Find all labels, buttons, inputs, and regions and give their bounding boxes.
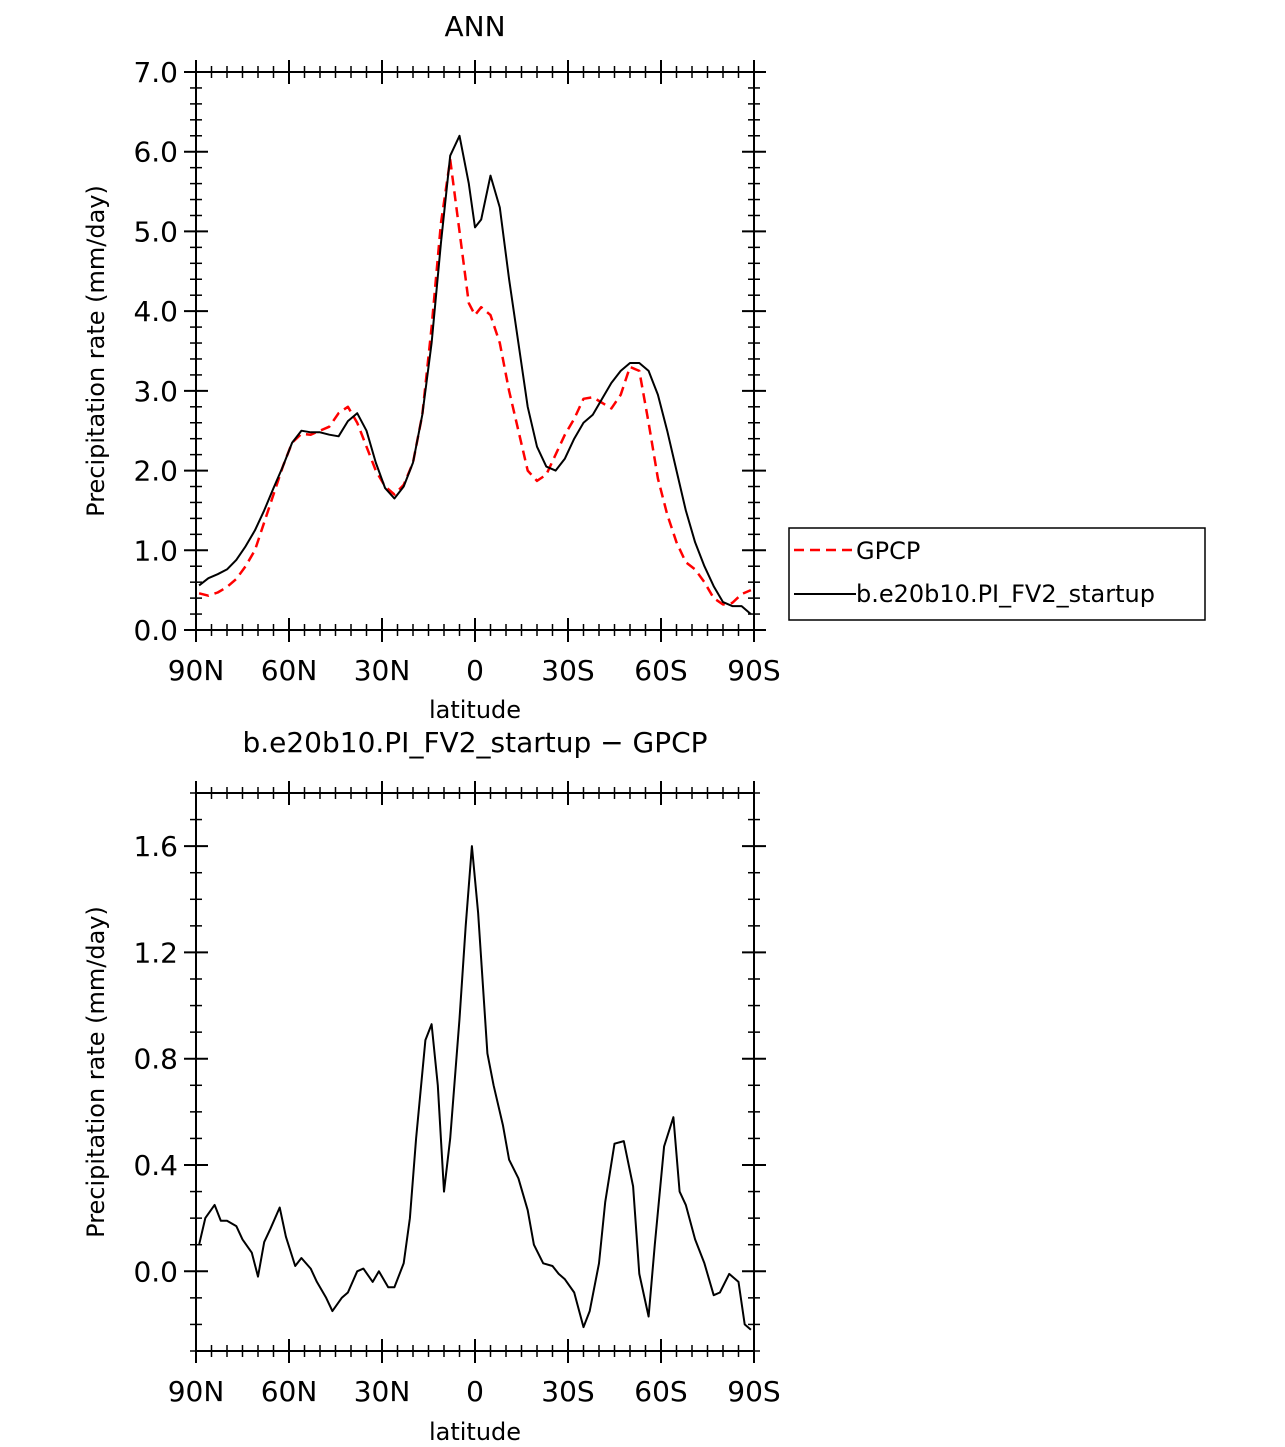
series-line-b-e20b10-pi-fv2-startup [198, 134, 752, 615]
x-tick-label: 60S [634, 654, 687, 687]
y-tick-label: 4.0 [133, 295, 178, 328]
x-tick-labels: 90N 60N 30N 0 30S 60S 90S [168, 654, 781, 687]
x-tick-label: 90S [727, 654, 780, 687]
y-tick-label: 1.6 [133, 830, 178, 863]
chart-title: b.e20b10.PI_FV2_startup − GPCP [242, 726, 707, 759]
x-tick-label: 0 [466, 1375, 484, 1408]
x-tick-label: 60N [261, 654, 318, 687]
y-tick-labels: 0.0 1.0 2.0 3.0 4.0 5.0 6.0 7.0 [133, 56, 178, 647]
axis-ticks [184, 781, 766, 1363]
y-tick-label: 0.0 [133, 1255, 178, 1288]
y-tick-label: 0.8 [133, 1043, 178, 1076]
x-tick-label: 30S [541, 654, 594, 687]
y-tick-label: 0.0 [133, 614, 178, 647]
x-tick-label: 0 [466, 654, 484, 687]
x-tick-label: 30S [541, 1375, 594, 1408]
x-tick-label: 60S [634, 1375, 687, 1408]
legend-label-model: b.e20b10.PI_FV2_startup [856, 580, 1155, 608]
y-tick-label: 7.0 [133, 56, 178, 89]
y-tick-label: 5.0 [133, 215, 178, 248]
y-tick-label: 6.0 [133, 136, 178, 169]
chart-title: ANN [444, 10, 505, 43]
y-tick-label: 0.4 [133, 1149, 178, 1182]
chart-panel-ann: ANN 0.0 1.0 2.0 3.0 4.0 5.0 6.0 7.0 90N 60N 30N 0 3… [82, 10, 1206, 724]
series-line-gpcp [198, 158, 752, 606]
legend-box [788, 527, 1206, 621]
x-tick-label: 90N [168, 1375, 225, 1408]
y-tick-label: 1.0 [133, 534, 178, 567]
x-tick-labels: 90N 60N 30N 0 30S 60S 90S [168, 1375, 781, 1408]
x-axis-label: latitude [429, 696, 521, 724]
y-axis-label: Precipitation rate (mm/day) [82, 906, 110, 1238]
x-tick-label: 90N [168, 654, 225, 687]
x-tick-label: 30N [354, 1375, 411, 1408]
y-axis-label: Precipitation rate (mm/day) [82, 185, 110, 517]
axis-ticks [184, 60, 766, 642]
y-tick-label: 2.0 [133, 455, 178, 488]
y-tick-labels: 0.0 0.4 0.8 1.2 1.6 [133, 830, 178, 1288]
data-lines [198, 134, 752, 615]
x-tick-label: 90S [727, 1375, 780, 1408]
legend-label-gpcp: GPCP [856, 537, 920, 565]
chart-panel-difference: b.e20b10.PI_FV2_startup − GPCP 0.0 0.4 0.8… [82, 726, 781, 1446]
x-tick-label: 60N [261, 1375, 318, 1408]
y-tick-label: 1.2 [133, 936, 178, 969]
data-lines [198, 845, 752, 1331]
x-tick-label: 30N [354, 654, 411, 687]
x-axis-label: latitude [429, 1418, 521, 1446]
y-tick-label: 3.0 [133, 375, 178, 408]
legend: GPCP b.e20b10.PI_FV2_startup [788, 527, 1206, 621]
series-line-difference-0 [198, 845, 752, 1331]
plot-frame [195, 71, 755, 631]
